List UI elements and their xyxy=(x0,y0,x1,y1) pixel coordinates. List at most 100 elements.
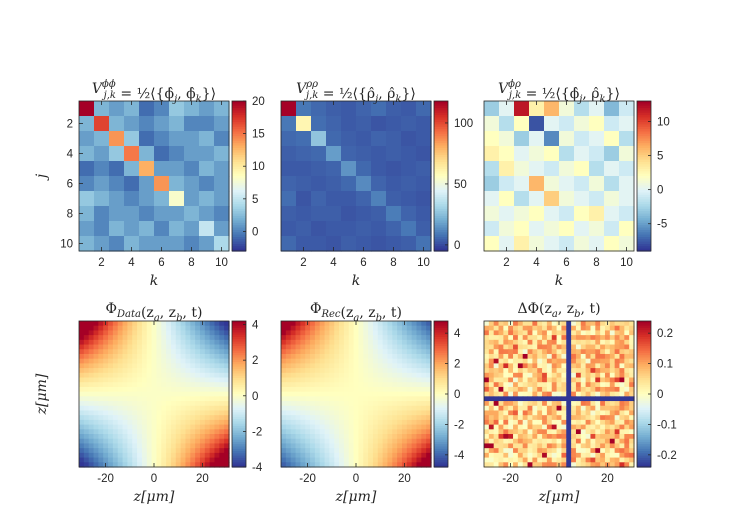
heatmap-cell xyxy=(595,377,601,383)
heatmap-cell xyxy=(387,358,393,364)
heatmap-cell xyxy=(503,325,509,332)
colorbar-step xyxy=(434,183,448,186)
colorbar-step xyxy=(232,444,246,448)
heatmap-cell xyxy=(132,368,138,374)
colorbar-step xyxy=(434,110,448,114)
heatmap-cell xyxy=(368,419,374,426)
heatmap-cell xyxy=(406,353,413,360)
heatmap-cell xyxy=(575,344,582,350)
heatmap-cell xyxy=(392,396,398,402)
heatmap-cell xyxy=(397,330,403,336)
heatmap-cell xyxy=(79,462,85,468)
heatmap-cell xyxy=(305,335,311,341)
heatmap-cell xyxy=(392,401,398,407)
heatmap-cell xyxy=(348,353,355,360)
heatmap-cell xyxy=(296,146,312,162)
heatmap-cell xyxy=(574,131,590,147)
heatmap-cell xyxy=(537,368,543,374)
heatmap-cell xyxy=(204,419,211,426)
heatmap-cell xyxy=(122,434,128,440)
heatmap-cell xyxy=(146,368,153,374)
heatmap-cell xyxy=(416,101,432,117)
colorbar-step xyxy=(434,435,448,438)
heatmap-cell xyxy=(522,434,529,440)
heatmap-cell xyxy=(326,116,342,132)
colorbar-step xyxy=(637,428,651,432)
heatmap-cell xyxy=(295,401,301,407)
heatmap-cell xyxy=(137,424,143,430)
heatmap-cell xyxy=(561,386,567,393)
heatmap-cell xyxy=(426,396,432,402)
heatmap-cell xyxy=(300,382,306,388)
heatmap-cell xyxy=(503,405,509,412)
heatmap-cell xyxy=(156,419,162,426)
heatmap-cell xyxy=(166,419,172,426)
colorbar-step xyxy=(637,414,651,418)
heatmap-cell xyxy=(484,176,500,192)
heatmap-cell xyxy=(112,391,119,397)
heatmap-cell xyxy=(493,424,500,430)
colorbar-step xyxy=(637,157,651,161)
heatmap-cell xyxy=(94,236,110,252)
heatmap-cell xyxy=(175,391,182,397)
heatmap-cell xyxy=(498,330,504,336)
colorbar-step xyxy=(434,206,448,210)
heatmap-cell xyxy=(314,415,321,421)
colorbar-step xyxy=(434,171,448,175)
heatmap-cell xyxy=(517,424,524,430)
heatmap-cell xyxy=(406,330,413,336)
heatmap-cell xyxy=(503,335,509,341)
heatmap-cell xyxy=(542,368,548,374)
heatmap-cell xyxy=(629,448,635,454)
heatmap-cell xyxy=(204,452,211,459)
heatmap-cell xyxy=(98,457,104,463)
heatmap-cell xyxy=(484,206,500,222)
colorbar-step xyxy=(434,444,448,448)
heatmap-cell xyxy=(580,438,587,445)
heatmap-cell xyxy=(527,368,533,374)
heatmap-cell xyxy=(600,429,606,435)
colorbar-step xyxy=(637,375,651,379)
colorbar-step xyxy=(637,355,651,359)
heatmap-cell xyxy=(556,452,563,459)
heatmap-cell xyxy=(397,424,403,430)
heatmap-cell xyxy=(368,325,374,332)
heatmap-cell xyxy=(624,368,630,374)
heatmap-cell xyxy=(546,372,553,379)
heatmap-cell xyxy=(624,377,630,383)
heatmap-cell xyxy=(406,401,413,407)
heatmap-cell xyxy=(542,462,548,468)
heatmap-cell xyxy=(204,349,211,355)
heatmap-cell xyxy=(371,176,387,192)
heatmap-cell xyxy=(305,325,311,332)
heatmap-cell xyxy=(580,382,587,388)
heatmap-cell xyxy=(368,372,374,379)
heatmap-cell xyxy=(493,401,500,407)
heatmap-cell xyxy=(117,401,124,407)
heatmap-cell xyxy=(542,401,548,407)
heatmap-cell xyxy=(363,438,369,445)
heatmap-cell xyxy=(117,429,124,435)
colorbar-step xyxy=(637,227,651,231)
heatmap-cell xyxy=(363,410,369,416)
heatmap-cell xyxy=(93,457,99,463)
heatmap-cell xyxy=(326,146,342,162)
heatmap-cell xyxy=(139,131,155,147)
heatmap-cell xyxy=(204,401,211,407)
heatmap-cell xyxy=(580,353,587,360)
heatmap-cell xyxy=(195,410,201,416)
heatmap-cell xyxy=(343,429,350,435)
heatmap-cell xyxy=(339,377,345,383)
heatmap-cell xyxy=(348,372,355,379)
heatmap-cell xyxy=(386,101,402,117)
heatmap-cell xyxy=(281,396,287,402)
heatmap-cell xyxy=(546,358,553,364)
heatmap-cell xyxy=(614,396,621,402)
heatmap-cell xyxy=(426,429,432,435)
heatmap-cell xyxy=(141,429,148,435)
heatmap-cell xyxy=(401,415,408,421)
heatmap-cell xyxy=(426,330,432,336)
colorbar-step xyxy=(232,366,246,370)
heatmap-cell xyxy=(156,353,162,360)
colorbar-step xyxy=(232,143,246,147)
